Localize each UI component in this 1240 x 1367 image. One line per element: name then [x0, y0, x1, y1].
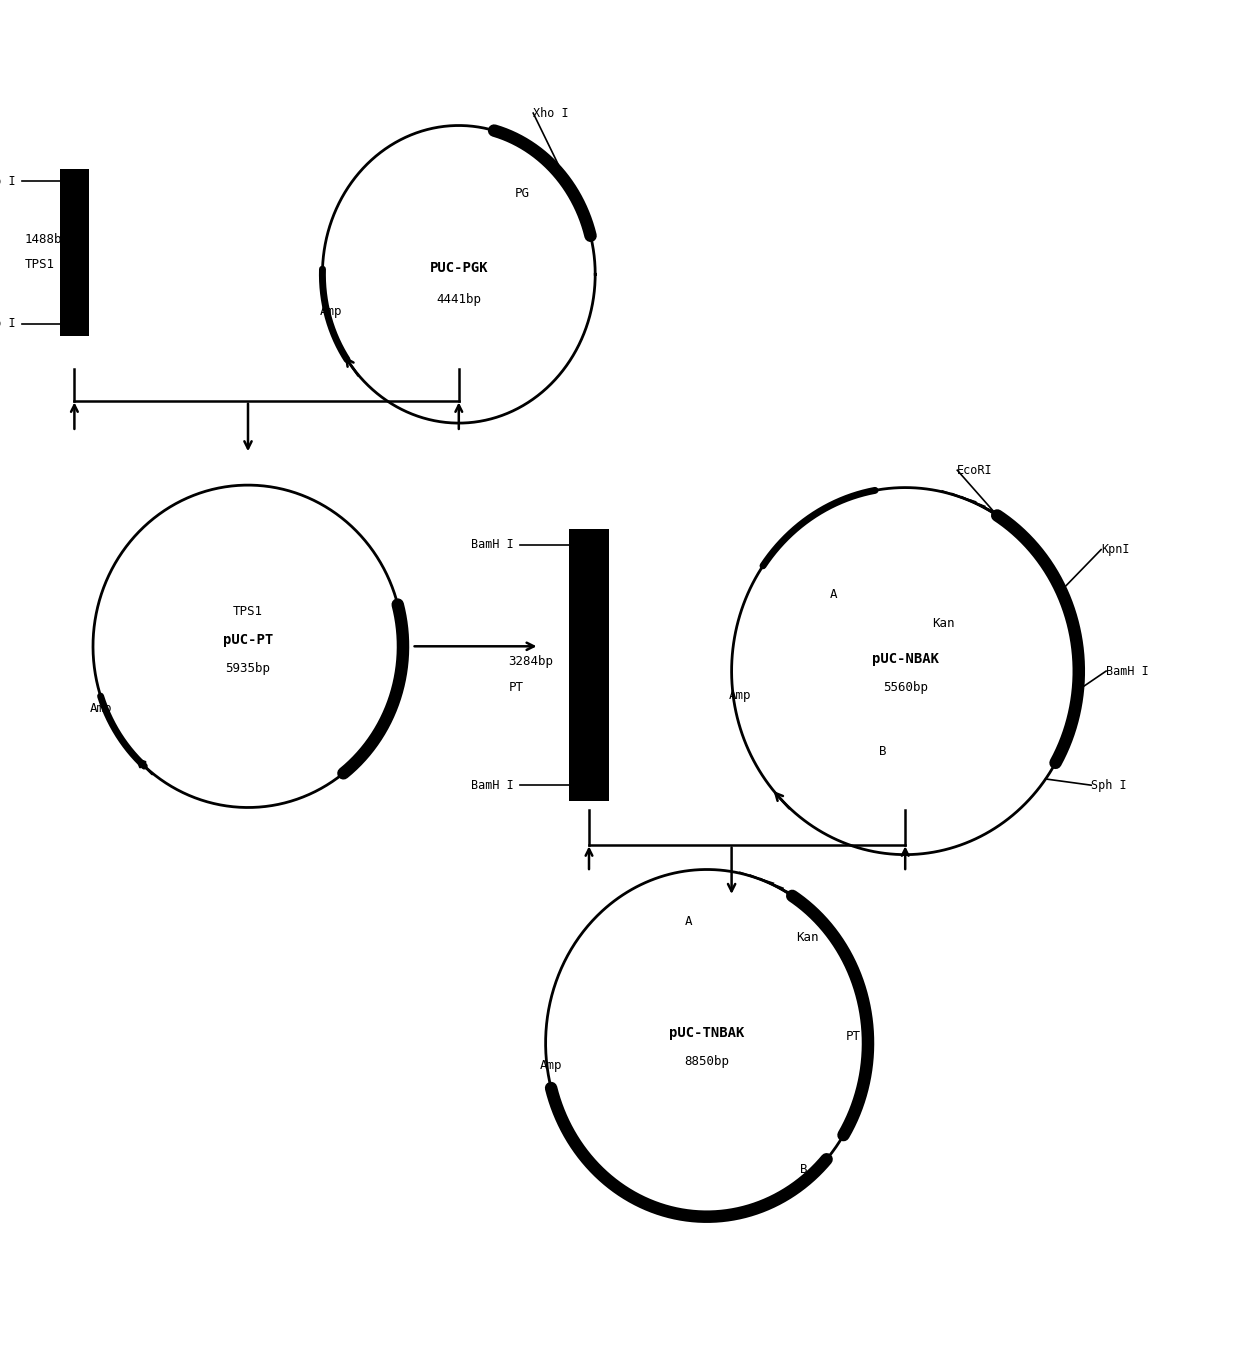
Text: pUC-NBAK: pUC-NBAK [872, 652, 939, 666]
Bar [569, 529, 609, 801]
Text: Amp: Amp [89, 701, 112, 715]
Text: Xho I: Xho I [0, 317, 16, 331]
Text: Xho I: Xho I [0, 175, 16, 187]
Text: PT: PT [508, 681, 523, 693]
Text: Amp: Amp [320, 305, 342, 319]
Text: B: B [800, 1163, 807, 1176]
Text: Xho I: Xho I [533, 107, 569, 119]
Text: BamH I: BamH I [471, 779, 513, 791]
Text: B: B [879, 745, 887, 759]
Text: PG: PG [515, 187, 529, 200]
Text: 3284bp: 3284bp [508, 655, 553, 667]
Text: Kan: Kan [796, 931, 818, 945]
Text: EcoRI: EcoRI [957, 463, 993, 477]
Text: 1488bp: 1488bp [25, 234, 69, 246]
Text: PUC-PGK: PUC-PGK [429, 261, 489, 275]
Text: pUC-PT: pUC-PT [223, 633, 273, 647]
Text: Sph I: Sph I [1091, 779, 1127, 791]
Text: BamH I: BamH I [471, 539, 513, 551]
Text: Amp: Amp [729, 689, 751, 703]
Text: Amp: Amp [539, 1059, 562, 1072]
Text: pUC-TNBAK: pUC-TNBAK [670, 1027, 744, 1040]
Text: 5560bp: 5560bp [883, 681, 928, 693]
Text: A: A [830, 588, 837, 600]
Text: PT: PT [846, 1031, 861, 1043]
Text: KpnI: KpnI [1101, 543, 1130, 556]
Text: TPS1: TPS1 [25, 258, 55, 271]
Text: 8850bp: 8850bp [684, 1055, 729, 1068]
Text: Kan: Kan [932, 618, 955, 630]
Text: 4441bp: 4441bp [436, 293, 481, 306]
Text: BamH I: BamH I [1106, 664, 1148, 678]
Text: 5935bp: 5935bp [226, 662, 270, 675]
Text: A: A [684, 915, 692, 928]
Bar [60, 170, 89, 336]
Text: TPS1: TPS1 [233, 606, 263, 618]
